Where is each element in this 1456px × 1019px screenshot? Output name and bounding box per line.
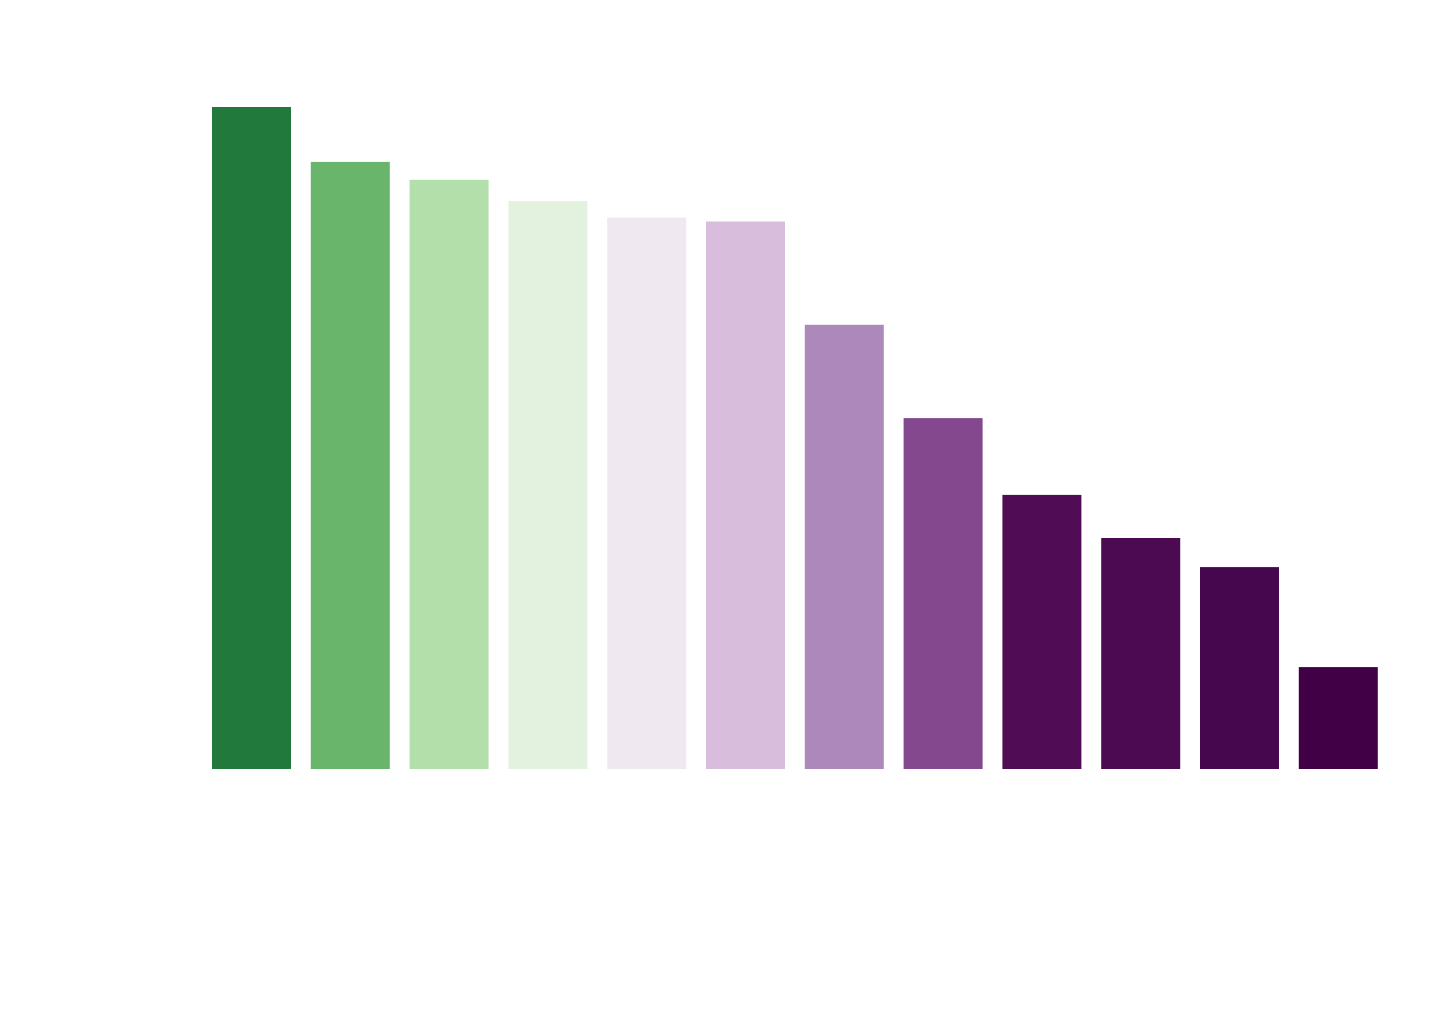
bar-2 xyxy=(310,161,390,769)
bar-1 xyxy=(212,107,291,769)
bar-10 xyxy=(1101,538,1181,769)
bar-6 xyxy=(706,221,785,769)
bar-8 xyxy=(903,418,983,769)
bars-group xyxy=(212,107,1378,770)
bar-12 xyxy=(1298,667,1378,769)
bar-4 xyxy=(508,201,588,769)
bar-11 xyxy=(1200,567,1279,769)
bar-3 xyxy=(409,179,489,770)
bar-9 xyxy=(1002,494,1082,769)
bar-5 xyxy=(607,217,687,770)
bar-7 xyxy=(804,324,884,769)
